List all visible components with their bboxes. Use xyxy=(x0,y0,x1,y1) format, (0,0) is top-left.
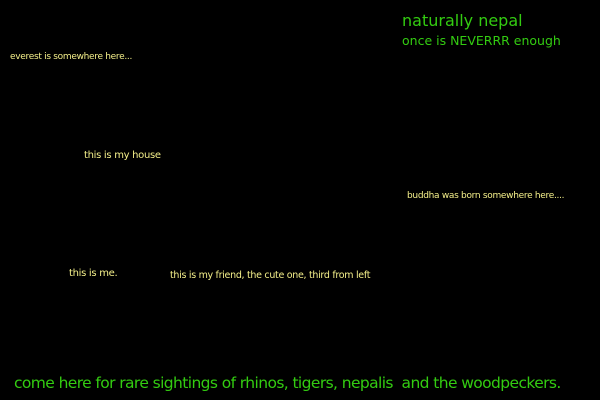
caption-everest: everest is somewhere here... xyxy=(10,52,133,62)
tagline: once is NEVERRR enough xyxy=(402,33,561,48)
caption-friend: this is my friend, the cute one, third f… xyxy=(170,270,371,281)
caption-me: this is me. xyxy=(69,268,118,279)
caption-house: this is my house xyxy=(84,150,161,161)
footer-text: come here for rare sightings of rhinos, … xyxy=(14,374,561,392)
site-title: naturally nepal xyxy=(402,11,523,30)
caption-buddha: buddha was born somewhere here.... xyxy=(407,191,565,201)
